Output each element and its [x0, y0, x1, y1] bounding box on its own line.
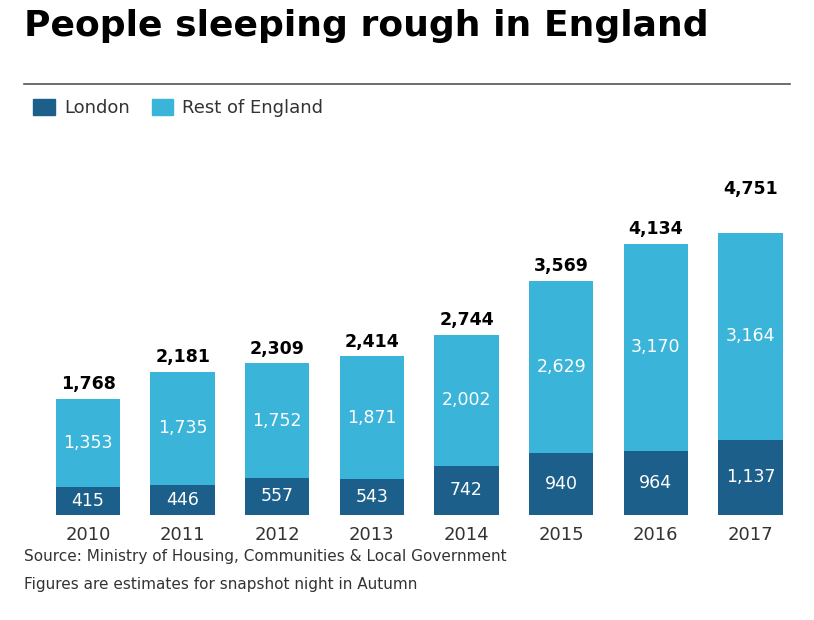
Text: 1,752: 1,752: [252, 412, 302, 430]
Text: 4,134: 4,134: [628, 220, 683, 238]
Text: 2,002: 2,002: [442, 391, 492, 409]
Text: 2,629: 2,629: [536, 358, 586, 376]
Bar: [245, 363, 309, 478]
Text: 742: 742: [450, 481, 483, 499]
Text: 1,768: 1,768: [60, 376, 116, 394]
Bar: [624, 451, 688, 515]
Bar: [624, 244, 688, 451]
Bar: [56, 487, 120, 515]
Text: 1,735: 1,735: [158, 420, 208, 438]
Text: 1,871: 1,871: [347, 409, 396, 427]
Text: 1,353: 1,353: [63, 434, 113, 452]
Text: 940: 940: [545, 475, 578, 493]
Text: Figures are estimates for snapshot night in Autumn: Figures are estimates for snapshot night…: [24, 577, 418, 591]
Text: 3,170: 3,170: [631, 339, 681, 356]
Text: 2,744: 2,744: [440, 311, 494, 329]
Text: 1,137: 1,137: [725, 468, 775, 486]
Text: 2,414: 2,414: [344, 333, 400, 351]
Bar: [151, 485, 215, 515]
Text: 964: 964: [639, 474, 672, 492]
Text: 4,751: 4,751: [723, 180, 778, 198]
Bar: [339, 356, 404, 479]
Text: 557: 557: [260, 487, 294, 505]
Bar: [718, 232, 782, 440]
Bar: [435, 466, 499, 515]
Bar: [56, 399, 120, 487]
Bar: [435, 335, 499, 466]
Bar: [718, 440, 782, 515]
Bar: [245, 478, 309, 515]
Text: People sleeping rough in England: People sleeping rough in England: [24, 9, 709, 43]
Bar: [529, 453, 593, 515]
Text: 446: 446: [166, 491, 199, 509]
Text: 3,569: 3,569: [534, 257, 589, 275]
Text: PA: PA: [719, 564, 759, 592]
Text: 3,164: 3,164: [725, 327, 775, 345]
Text: 543: 543: [356, 488, 388, 506]
Bar: [151, 371, 215, 485]
Legend: London, Rest of England: London, Rest of England: [33, 99, 323, 117]
Text: 415: 415: [72, 492, 104, 510]
Text: Source: Ministry of Housing, Communities & Local Government: Source: Ministry of Housing, Communities…: [24, 549, 507, 564]
Bar: [339, 479, 404, 515]
Text: 2,309: 2,309: [250, 340, 304, 358]
Text: 2,181: 2,181: [155, 348, 210, 366]
Bar: [529, 281, 593, 453]
